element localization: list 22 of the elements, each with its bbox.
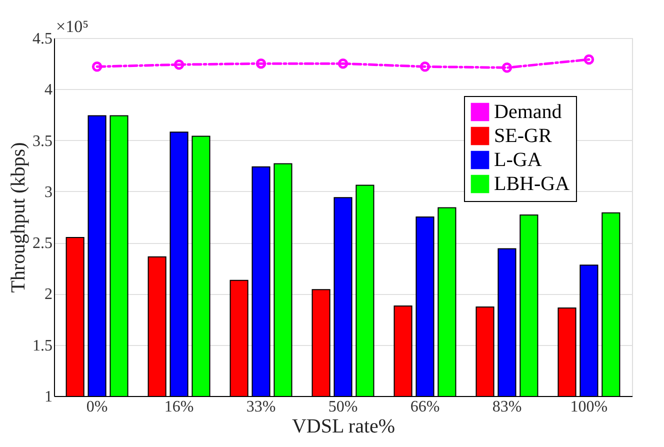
y-tick-label: 1.5: [32, 337, 52, 354]
x-tick-label: 33%: [246, 398, 276, 416]
x-tick-label: 66%: [410, 398, 440, 416]
legend-label: SE-GR: [494, 125, 552, 147]
legend-label: L-GA: [494, 149, 542, 171]
y-tick-label: 1: [44, 388, 52, 406]
y-tick-label: 3: [44, 184, 52, 201]
x-tick-label: 50%: [328, 398, 358, 416]
x-tick-label: 16%: [164, 398, 194, 416]
y-tick-label: 2.5: [32, 235, 52, 252]
y-tick-label: 4: [44, 82, 52, 99]
x-tick-label: 83%: [492, 398, 522, 416]
legend-label: LBH-GA: [494, 173, 570, 195]
x-axis-title: VDSL rate%: [292, 416, 396, 438]
y-tick-label: 3.5: [32, 132, 52, 150]
x-tick-label: 0%: [86, 398, 108, 416]
y-tick-label: 4.5: [32, 30, 52, 48]
x-tick-label: 100%: [570, 398, 608, 416]
y-tick-label: 2: [44, 286, 52, 304]
y-axis-title: Throughput (kbps): [8, 142, 30, 293]
legend-label: Demand: [494, 101, 562, 123]
text: ×10⁵: [56, 17, 89, 36]
